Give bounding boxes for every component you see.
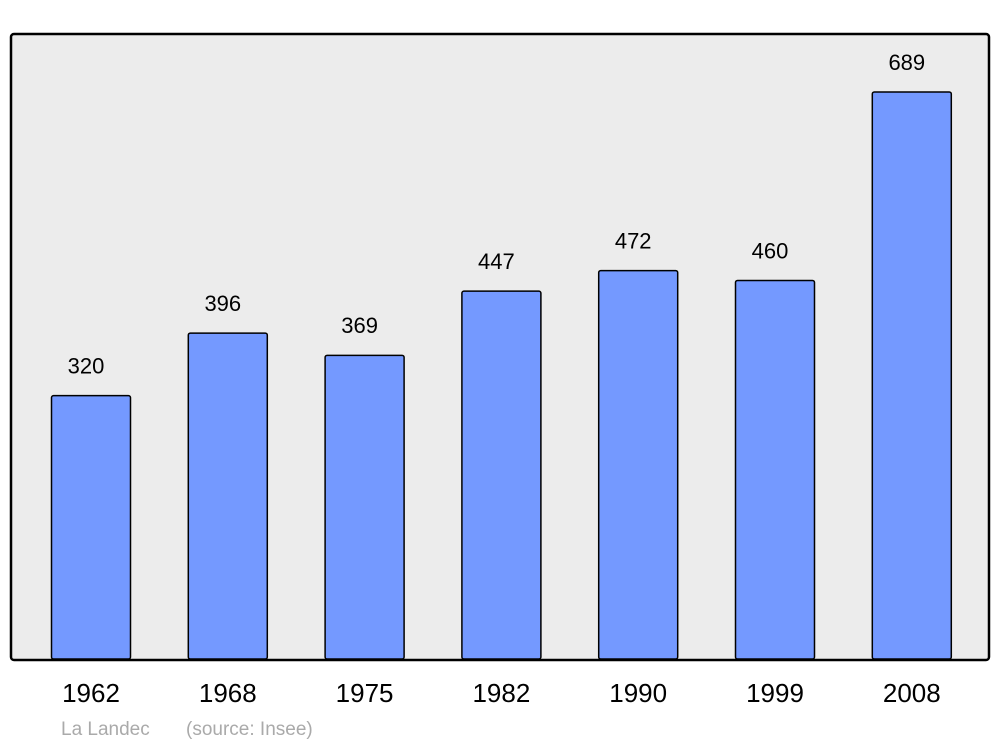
bar xyxy=(187,332,269,660)
chart-source: (source: Insee) xyxy=(186,719,313,740)
value-label: 472 xyxy=(615,228,652,253)
bar xyxy=(734,279,816,660)
value-label: 447 xyxy=(478,249,515,274)
bar xyxy=(597,269,679,660)
value-label: 396 xyxy=(204,291,241,316)
bar xyxy=(461,290,542,660)
x-tick-label: 1990 xyxy=(609,678,667,708)
value-label: 689 xyxy=(888,50,925,75)
x-tick-label: 1975 xyxy=(336,678,394,708)
x-tick-label: 1968 xyxy=(199,678,257,708)
x-tick-label: 2008 xyxy=(883,678,941,708)
x-tick-label: 1999 xyxy=(746,678,804,708)
bar xyxy=(324,354,405,660)
bar xyxy=(50,394,132,660)
x-tick-label: 1982 xyxy=(472,678,530,708)
x-tick-label: 1962 xyxy=(62,678,120,708)
value-label: 460 xyxy=(752,238,789,263)
chart-caption: La Landec xyxy=(61,719,150,740)
value-label: 320 xyxy=(68,353,105,378)
value-label: 369 xyxy=(341,313,378,338)
bar xyxy=(871,91,953,660)
